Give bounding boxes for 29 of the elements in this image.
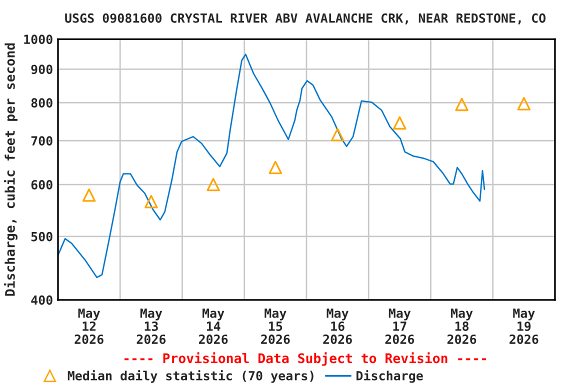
x-tick-label: May 19 2026 (510, 308, 538, 344)
point (144, 194, 158, 208)
point (393, 116, 406, 130)
text: ---- Provisional Data Subject to Revision ---- (124, 352, 486, 366)
x-tick-label: May 12 2026 (74, 308, 104, 344)
y-tick-label: 500 (31, 232, 52, 242)
y-tick-label: 700 (31, 136, 52, 146)
point (330, 128, 344, 142)
x-tick-label: May 18 2026 (447, 308, 476, 344)
point (517, 97, 531, 110)
x-tick-label: May 13 2026 (136, 308, 166, 344)
y-tick-label: 800 (31, 98, 52, 108)
y-tick-label: 1000 (24, 34, 52, 44)
chart-title: USGS 09081600 CRYSTAL RIVER ABV AVALANCHE CRK, NEAR REDSTONE, CO (65, 13, 546, 24)
y-tick-label: 400 (31, 295, 52, 305)
x-tick-label: May 17 2026 (385, 308, 414, 344)
y-tick-label: 600 (31, 180, 52, 190)
point (268, 160, 282, 174)
legend-label: Discharge (356, 370, 423, 383)
x-tick-label: May 16 2026 (323, 308, 352, 344)
point (206, 178, 220, 192)
point (455, 98, 468, 112)
line-series (58, 54, 486, 278)
y-tick-label: 900 (31, 64, 52, 74)
point (82, 188, 96, 202)
x-tick-label: May 14 2026 (198, 308, 228, 344)
x-tick-label: May 15 2026 (261, 308, 290, 344)
y-axis-title: Discharge, cubic feet per second (4, 43, 18, 296)
legend-label: Median daily statistic (70 years) (68, 370, 314, 383)
